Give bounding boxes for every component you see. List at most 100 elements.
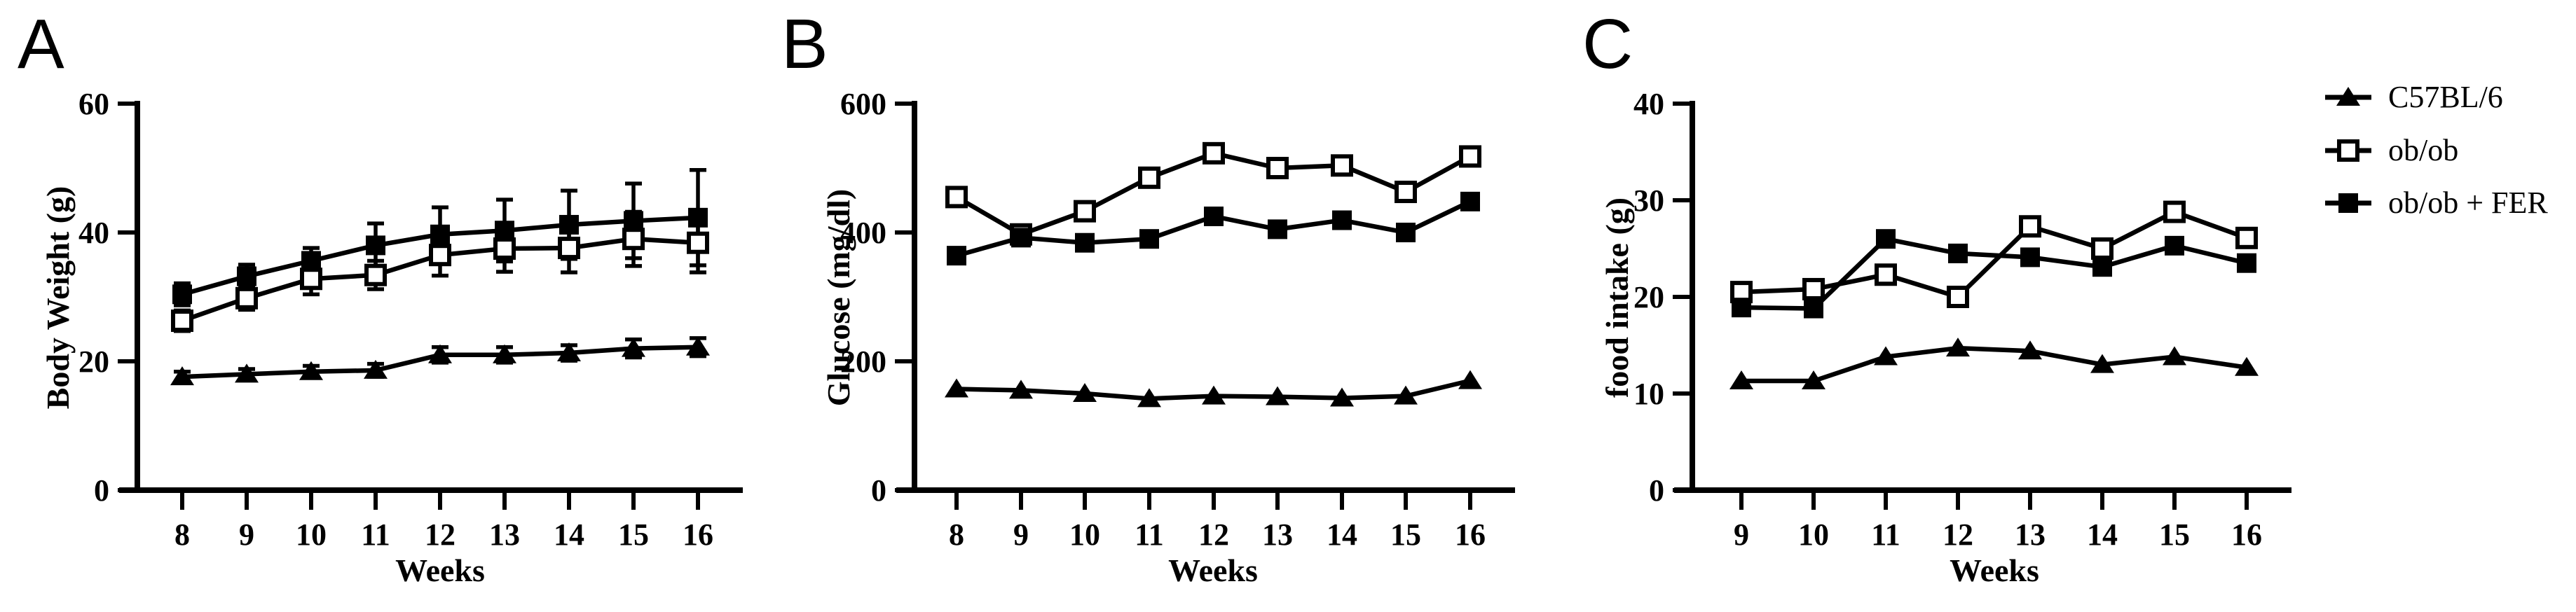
square-open-icon (1203, 141, 1225, 165)
y-tick-label: 60 (78, 87, 109, 121)
square-filled-icon (1204, 207, 1224, 226)
square-open-icon (1459, 145, 1481, 168)
square-filled-icon (624, 211, 643, 231)
x-tick-label: 11 (1135, 517, 1164, 552)
x-tick-label: 13 (2015, 517, 2046, 552)
legend-label: ob/ob (2388, 133, 2459, 167)
x-axis-ticks: 8 9 10 11 12 13 14 15 16 (949, 493, 1486, 552)
triangle-filled-icon (622, 338, 645, 357)
panel-a-letter: A (18, 5, 64, 83)
square-filled-icon (237, 266, 256, 286)
triangle-filled-icon (686, 336, 710, 356)
square-open-icon (2235, 226, 2258, 249)
series-markers-ob-ob-fer (172, 207, 708, 305)
square-open-icon (1331, 154, 1353, 177)
square-open-icon (171, 310, 193, 333)
axes (1674, 101, 2291, 493)
series-line-c57bl-6 (1741, 345, 2247, 384)
triangle-filled-icon (299, 361, 323, 380)
square-open-icon (2337, 139, 2359, 162)
square-filled-icon (2338, 193, 2358, 213)
series-line-ob-ob (1741, 209, 2248, 300)
series-line-ob-ob-fer (1741, 236, 2247, 311)
y-axis-ticks: 0 200 400 600 (840, 87, 913, 508)
square-filled-icon (1732, 298, 1751, 318)
square-open-icon (2091, 237, 2113, 260)
y-tick-label: 400 (840, 216, 886, 250)
triangle-filled-icon (1729, 370, 1753, 390)
triangle-filled-icon (1266, 386, 1289, 405)
square-open-icon (622, 228, 645, 251)
y-axis-ticks: 0 20 40 60 (78, 87, 136, 508)
panel-c-x-axis-title: Weeks (1950, 552, 2039, 588)
triangle-filled-icon (1802, 370, 1825, 390)
series-markers-c57bl-6 (945, 370, 1482, 408)
square-open-icon (235, 286, 258, 310)
panel-b-x-axis-title: Weeks (1168, 552, 1258, 588)
square-filled-icon (1948, 243, 1968, 263)
x-tick-label: 10 (1069, 517, 1100, 552)
square-filled-icon (2092, 257, 2112, 277)
x-tick-label: 8 (174, 517, 190, 552)
square-filled-icon (172, 284, 192, 305)
square-filled-icon (2325, 193, 2371, 213)
panel-b-y-axis-title: Glucose (mg/dl) (821, 188, 856, 407)
panel-b-letter: B (781, 5, 828, 83)
x-tick-label: 15 (618, 517, 649, 552)
legend-item-ob-ob: ob/ob (2325, 134, 2458, 167)
triangle-filled-icon (1394, 385, 1418, 405)
square-filled-icon (1075, 232, 1095, 253)
square-open-icon (493, 237, 516, 260)
triangle-filled-icon (364, 359, 388, 379)
x-tick-label: 16 (683, 517, 713, 552)
legend-label: C57BL/6 (2388, 80, 2503, 114)
x-tick-label: 12 (1198, 517, 1229, 552)
square-open-icon (1074, 200, 1096, 223)
axes (119, 101, 743, 493)
square-open-icon (364, 263, 387, 286)
x-tick-label: 14 (554, 517, 584, 552)
square-open-icon (1395, 181, 1417, 204)
triangle-filled-icon (170, 366, 194, 386)
triangle-filled-icon (493, 344, 516, 363)
panel-c-y-axis-title: food intake (g) (1599, 197, 1635, 398)
triangle-filled-icon (235, 363, 259, 383)
y-tick-label: 40 (78, 216, 109, 250)
x-tick-label: 11 (1871, 517, 1900, 552)
triangle-filled-icon (1458, 370, 1482, 389)
square-filled-icon (1139, 229, 1159, 249)
square-filled-icon (1332, 210, 1352, 230)
square-open-icon (429, 244, 451, 267)
square-filled-icon (947, 246, 966, 266)
x-tick-label: 14 (1327, 517, 1357, 552)
series-markers-ob-ob-fer (1732, 229, 2256, 319)
x-axis-ticks: 9 10 11 12 13 14 15 16 (1734, 493, 2262, 552)
triangle-filled-icon (945, 378, 968, 398)
triangle-filled-icon (2090, 354, 2114, 373)
x-tick-label: 15 (2159, 517, 2190, 552)
triangle-filled-icon (1009, 380, 1033, 399)
triangle-filled-icon (2325, 87, 2371, 106)
square-filled-icon (1876, 229, 1896, 249)
y-tick-label: 0 (871, 473, 886, 508)
y-tick-label: 20 (78, 345, 109, 379)
y-tick-label: 0 (94, 473, 109, 508)
y-tick-label: 0 (1649, 473, 1664, 508)
legend-item-c57bl6: C57BL/6 (2325, 81, 2503, 113)
legend-marker (2325, 134, 2371, 167)
y-tick-label: 30 (1633, 183, 1664, 218)
x-tick-label: 13 (1262, 517, 1293, 552)
square-filled-icon (1268, 219, 1287, 239)
y-tick-label: 40 (1633, 87, 1664, 121)
triangle-filled-icon (1073, 383, 1097, 402)
axes (896, 101, 1515, 493)
square-filled-icon (1804, 298, 1823, 319)
square-filled-icon (2165, 235, 2184, 256)
square-filled-icon (2020, 247, 2040, 267)
x-tick-label: 16 (1455, 517, 1486, 552)
triangle-filled-icon (2235, 356, 2259, 376)
x-tick-label: 11 (361, 517, 390, 552)
square-filled-icon (1460, 191, 1480, 211)
